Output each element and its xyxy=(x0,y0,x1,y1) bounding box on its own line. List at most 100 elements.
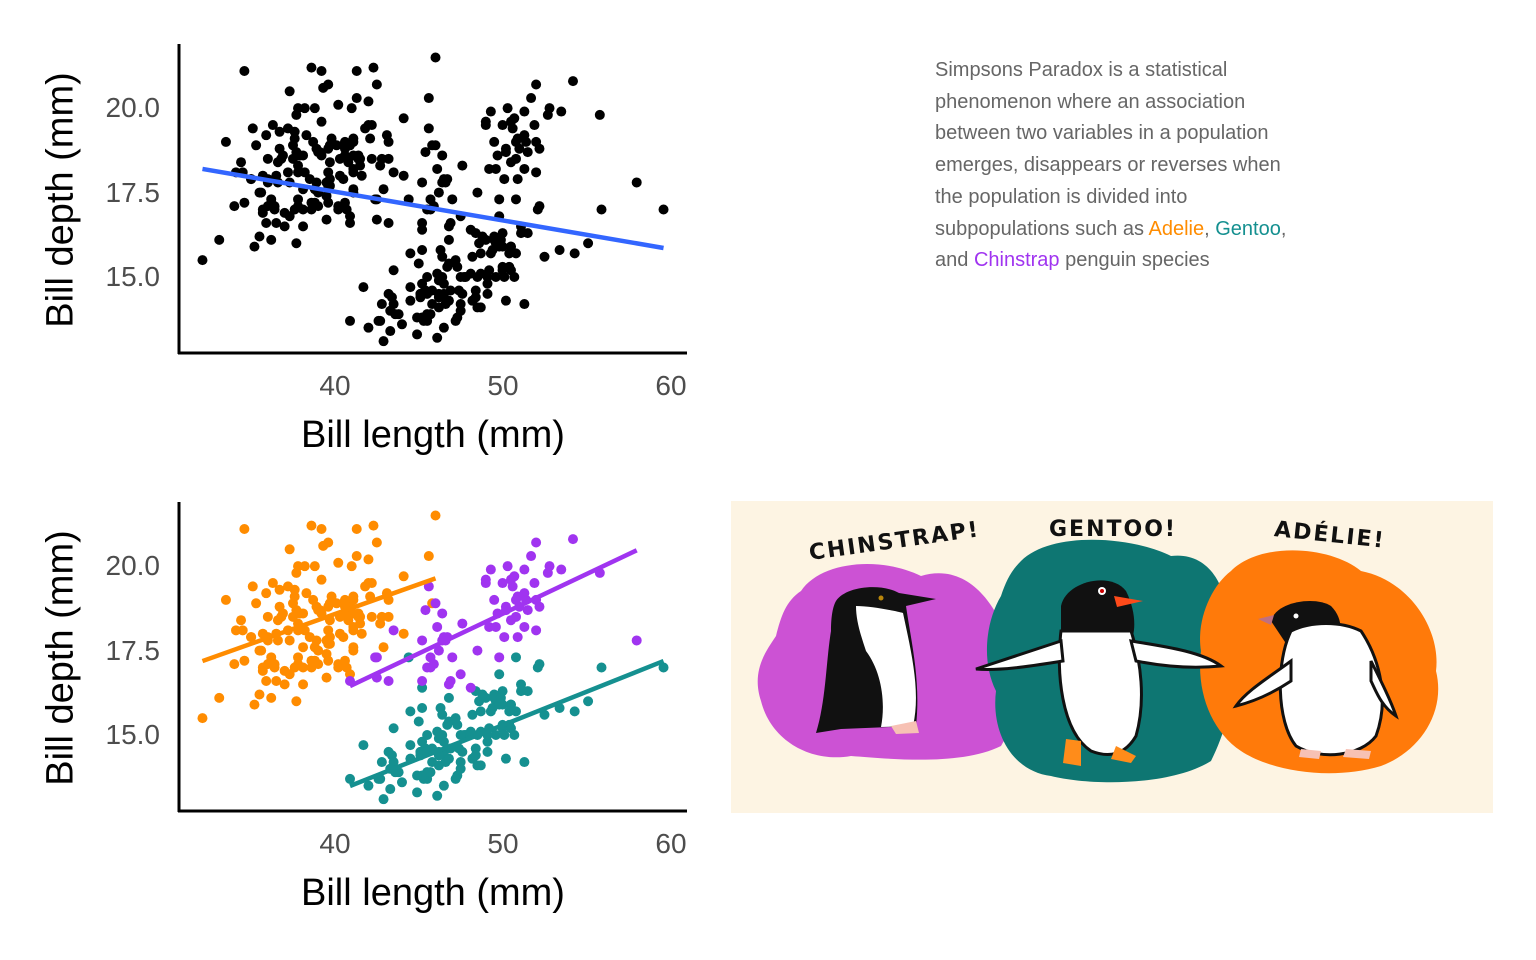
data-point-chinstrap xyxy=(507,123,518,134)
data-point-adelie xyxy=(381,130,392,141)
data-point-chinstrap xyxy=(531,167,542,178)
data-point-adelie xyxy=(323,197,334,208)
data-point-adelie xyxy=(375,160,386,171)
data-point-gentoo xyxy=(432,332,443,343)
data-point-gentoo xyxy=(482,288,493,299)
data-point-adelie xyxy=(262,153,273,164)
data-point-adelie xyxy=(197,255,208,266)
data-point-adelie xyxy=(378,642,389,653)
data-point-adelie xyxy=(338,174,349,185)
points-layer xyxy=(197,52,669,347)
data-point-gentoo xyxy=(583,238,594,249)
data-point-adelie xyxy=(291,567,302,578)
data-point-chinstrap xyxy=(383,217,394,228)
penguins-artwork xyxy=(757,539,1439,783)
data-point-gentoo xyxy=(475,706,486,717)
data-point-adelie xyxy=(423,93,434,104)
data-point-adelie xyxy=(214,234,225,245)
data-point-adelie xyxy=(356,628,367,639)
data-point-chinstrap xyxy=(556,106,567,117)
data-point-gentoo xyxy=(499,272,510,283)
data-point-chinstrap xyxy=(526,551,537,562)
data-point-gentoo xyxy=(433,292,444,303)
data-point-gentoo xyxy=(467,251,478,262)
data-point-gentoo xyxy=(413,258,424,269)
data-point-gentoo xyxy=(363,780,374,791)
data-point-gentoo xyxy=(437,730,448,741)
data-point-chinstrap xyxy=(500,147,511,158)
data-point-gentoo xyxy=(417,245,428,255)
data-point-adelie xyxy=(383,611,394,622)
data-point-adelie xyxy=(333,557,344,568)
note-separator: , xyxy=(1204,217,1216,240)
data-point-adelie xyxy=(284,544,295,555)
data-point-gentoo xyxy=(472,302,483,313)
data-point-adelie xyxy=(309,103,320,114)
data-point-adelie xyxy=(284,211,295,222)
trendline-all xyxy=(202,166,664,251)
data-point-chinstrap xyxy=(447,652,458,663)
data-point-chinstrap xyxy=(499,632,510,643)
data-point-gentoo xyxy=(363,322,374,333)
data-point-chinstrap xyxy=(510,136,521,147)
data-point-adelie xyxy=(351,93,362,104)
data-point-chinstrap xyxy=(437,608,448,619)
data-point-adelie xyxy=(304,632,315,643)
data-point-chinstrap xyxy=(437,177,448,188)
data-point-gentoo xyxy=(505,723,516,734)
data-point-gentoo xyxy=(465,726,476,737)
data-point-chinstrap xyxy=(433,187,444,198)
data-point-adelie xyxy=(282,123,293,134)
data-point-adelie xyxy=(220,594,231,605)
data-point-adelie xyxy=(430,52,441,63)
data-point-adelie xyxy=(323,537,334,548)
chinstrap-penguin xyxy=(816,587,936,734)
data-point-adelie xyxy=(346,103,357,114)
data-point-adelie xyxy=(383,153,394,164)
data-point-adelie xyxy=(299,561,310,572)
data-point-gentoo xyxy=(539,251,550,262)
data-point-gentoo xyxy=(386,292,397,303)
data-point-adelie xyxy=(262,611,273,622)
data-point-gentoo xyxy=(445,285,456,296)
data-point-gentoo xyxy=(396,319,407,330)
data-point-gentoo xyxy=(378,336,389,347)
data-point-adelie xyxy=(272,615,283,626)
data-point-adelie xyxy=(289,133,300,144)
data-point-gentoo xyxy=(388,723,399,734)
data-point-chinstrap xyxy=(489,594,500,605)
data-point-adelie xyxy=(267,120,278,131)
data-point-gentoo xyxy=(516,679,527,690)
data-point-gentoo xyxy=(412,312,423,323)
y-axis-title: Bill depth (mm) xyxy=(39,72,82,328)
y-tick-label: 17.5 xyxy=(105,635,161,666)
data-point-adelie xyxy=(237,625,248,636)
data-point-adelie xyxy=(324,174,335,185)
data-point-adelie xyxy=(309,561,320,572)
data-point-adelie xyxy=(316,574,327,585)
data-point-gentoo xyxy=(505,265,516,276)
data-point-gentoo xyxy=(388,265,399,276)
data-point-adelie xyxy=(256,187,267,198)
data-point-adelie xyxy=(274,126,285,137)
data-point-chinstrap xyxy=(492,150,503,161)
data-point-adelie xyxy=(313,201,324,212)
data-point-gentoo xyxy=(490,272,501,283)
data-point-adelie xyxy=(351,66,362,77)
data-point-adelie xyxy=(247,581,258,592)
data-point-adelie xyxy=(239,197,250,208)
data-point-adelie xyxy=(339,136,350,147)
data-point-adelie xyxy=(324,157,335,168)
note-gentoo: Gentoo xyxy=(1215,217,1281,240)
data-point-gentoo xyxy=(450,255,461,266)
note-text: Simpsons Paradox is a statistical phenom… xyxy=(935,59,1281,240)
data-point-gentoo xyxy=(499,730,510,741)
data-point-adelie xyxy=(261,217,272,228)
data-point-gentoo xyxy=(494,669,505,680)
data-point-adelie xyxy=(256,645,267,656)
data-point-chinstrap xyxy=(531,537,542,548)
data-point-chinstrap xyxy=(425,194,436,205)
note-chinstrap: Chinstrap xyxy=(973,249,1060,272)
data-point-chinstrap xyxy=(522,147,533,158)
data-point-chinstrap xyxy=(455,669,466,680)
